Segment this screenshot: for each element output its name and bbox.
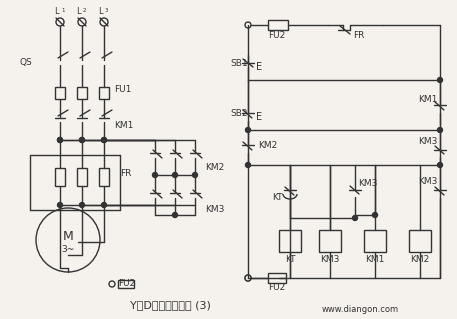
- Text: 1: 1: [61, 9, 64, 13]
- Text: L: L: [76, 8, 80, 17]
- Circle shape: [437, 162, 442, 167]
- Circle shape: [192, 173, 197, 177]
- Bar: [268, 20, 288, 30]
- Text: KM3: KM3: [205, 205, 224, 214]
- Bar: [409, 230, 431, 252]
- Bar: [319, 230, 341, 252]
- Text: 3~: 3~: [61, 244, 74, 254]
- Circle shape: [58, 137, 63, 143]
- Circle shape: [172, 212, 177, 218]
- Text: FU1: FU1: [114, 85, 131, 94]
- Text: E: E: [256, 62, 262, 72]
- Bar: [279, 230, 301, 252]
- Text: KM3: KM3: [320, 256, 340, 264]
- Text: QS: QS: [20, 57, 33, 66]
- Text: www.diangon.com: www.diangon.com: [321, 306, 399, 315]
- Text: L: L: [98, 8, 102, 17]
- Circle shape: [80, 203, 85, 207]
- Circle shape: [101, 203, 106, 207]
- Circle shape: [101, 137, 106, 143]
- Text: 2: 2: [83, 9, 86, 13]
- Text: FU2: FU2: [268, 284, 285, 293]
- Text: M: M: [63, 231, 74, 243]
- Text: KM3: KM3: [358, 179, 377, 188]
- Circle shape: [437, 128, 442, 132]
- Circle shape: [109, 281, 115, 287]
- Text: KT: KT: [285, 256, 295, 264]
- Text: KM1: KM1: [114, 121, 133, 130]
- Text: FU2: FU2: [118, 279, 135, 288]
- Text: Y－D起动控制电路 (3): Y－D起动控制电路 (3): [130, 300, 210, 310]
- Bar: [99, 168, 109, 186]
- Bar: [99, 87, 109, 99]
- Circle shape: [245, 275, 251, 281]
- Bar: [118, 280, 134, 288]
- Text: FR: FR: [120, 168, 131, 177]
- Text: SB2: SB2: [230, 108, 248, 117]
- Text: E: E: [256, 112, 262, 122]
- Text: 3: 3: [105, 9, 108, 13]
- Text: KM2: KM2: [258, 140, 277, 150]
- Bar: [77, 87, 87, 99]
- Circle shape: [352, 216, 357, 220]
- Circle shape: [58, 137, 63, 143]
- Bar: [364, 230, 386, 252]
- Circle shape: [80, 137, 85, 143]
- Circle shape: [100, 18, 108, 26]
- Circle shape: [372, 212, 377, 218]
- Text: L: L: [53, 8, 58, 17]
- Text: FU2: FU2: [268, 31, 285, 40]
- Text: KM3: KM3: [418, 137, 437, 146]
- Circle shape: [56, 18, 64, 26]
- Text: SB1: SB1: [230, 58, 248, 68]
- Bar: [55, 168, 65, 186]
- Text: KM1: KM1: [365, 256, 385, 264]
- Circle shape: [437, 78, 442, 83]
- Bar: [268, 273, 286, 283]
- Circle shape: [36, 208, 100, 272]
- Circle shape: [245, 22, 251, 28]
- Circle shape: [78, 18, 86, 26]
- Text: KM2: KM2: [410, 256, 430, 264]
- Circle shape: [80, 137, 85, 143]
- Text: KM2: KM2: [205, 164, 224, 173]
- Bar: [77, 168, 87, 186]
- Text: KT: KT: [272, 194, 282, 203]
- Circle shape: [58, 203, 63, 207]
- Circle shape: [172, 173, 177, 177]
- Text: FR: FR: [353, 31, 364, 40]
- Bar: [55, 87, 65, 99]
- Circle shape: [153, 173, 158, 177]
- Circle shape: [245, 128, 250, 132]
- Circle shape: [101, 137, 106, 143]
- Text: KM1: KM1: [418, 95, 437, 105]
- Text: KM3: KM3: [418, 177, 437, 187]
- Circle shape: [245, 162, 250, 167]
- Circle shape: [245, 275, 251, 281]
